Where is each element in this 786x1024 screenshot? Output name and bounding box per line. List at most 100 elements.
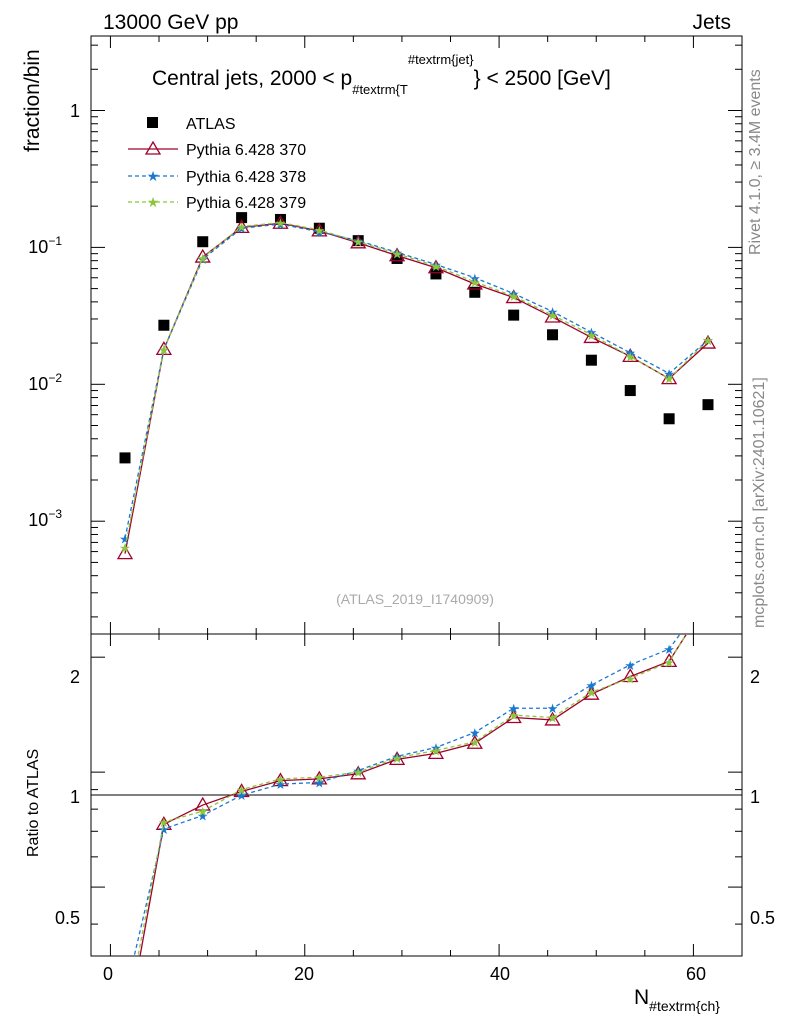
ratio-line-pythia-6-428-370 (139, 634, 688, 956)
data-point-atlas (197, 236, 209, 248)
data-point-pythia-6-428-378: ★ (197, 252, 209, 267)
data-point-atlas (352, 235, 364, 247)
ratio-tick-label-2-left: 2 (70, 667, 80, 687)
ratio-point-pythia-6-428-370 (660, 653, 678, 668)
ratio-point-pythia-6-428-370 (622, 668, 639, 683)
data-point-pythia-6-428-378: ★ (275, 217, 287, 232)
data-point-pythia-6-428-370 (116, 545, 134, 560)
data-point-pythia-6-428-370 (699, 334, 717, 349)
ratio-point-pythia-6-428-378: ★ (663, 642, 675, 657)
data-point-pythia-6-428-378: ★ (586, 325, 598, 340)
data-point-atlas (236, 212, 248, 224)
legend-marker-370 (144, 140, 162, 155)
data-point-pythia-6-428-379: ★ (663, 372, 675, 387)
data-point-atlas (158, 319, 170, 331)
data-point-atlas (508, 309, 520, 321)
data-point-atlas (391, 252, 403, 264)
chart-title: Central jets, 2000 < p#textrm{T#textrm{j… (152, 52, 611, 97)
x-tick-label-60: 60 (686, 964, 706, 984)
y-tick-label-1e-1: 10−1 (28, 234, 62, 257)
ratio-tick-label-05-right: 0.5 (750, 908, 775, 928)
data-point-atlas (313, 222, 325, 234)
ratio-point-pythia-6-428-370 (505, 709, 522, 724)
data-point-pythia-6-428-370 (583, 329, 600, 344)
ratio-point-pythia-6-428-379: ★ (275, 772, 287, 787)
mcplots-label: mcplots.cern.ch [arXiv:2401.10621] (751, 377, 768, 628)
ratio-point-pythia-6-428-379: ★ (197, 804, 209, 819)
ratio-point-pythia-6-428-370 (272, 772, 289, 787)
data-point-pythia-6-428-379: ★ (197, 251, 209, 266)
y-axis-label: fraction/bin (21, 49, 44, 152)
ratio-point-pythia-6-428-379: ★ (702, 591, 714, 606)
ratio-point-pythia-6-428-378: ★ (236, 788, 248, 803)
y-tick-labels: 1 10−1 10−2 10−3 (28, 101, 80, 530)
ratio-point-pythia-6-428-378: ★ (275, 777, 287, 792)
ratio-tick-labels: 2 1 0.5 2 1 0.5 (55, 667, 775, 928)
ratio-axis-label: Ratio to ATLAS (25, 749, 42, 857)
data-point-pythia-6-428-379: ★ (430, 259, 442, 274)
data-point-pythia-6-428-379: ★ (469, 275, 481, 290)
ratio-point-pythia-6-428-379: ★ (547, 711, 559, 726)
data-point-pythia-6-428-379: ★ (119, 541, 131, 556)
data-point-atlas (547, 329, 559, 341)
data-point-pythia-6-428-370 (544, 308, 561, 323)
ratio-point-pythia-6-428-378: ★ (119, 989, 131, 1004)
data-point-pythia-6-428-378: ★ (391, 245, 403, 260)
data-point-pythia-6-428-379: ★ (158, 342, 170, 357)
ratio-point-pythia-6-428-378: ★ (391, 749, 403, 764)
ratio-point-pythia-6-428-370 (350, 765, 367, 780)
ratio-point-pythia-6-428-379: ★ (430, 743, 442, 758)
ratio-point-pythia-6-428-378: ★ (508, 701, 520, 716)
data-point-pythia-6-428-379: ★ (547, 308, 559, 323)
x-axis-label: N#textrm{ch} (634, 986, 720, 1014)
x-tick-label-20: 20 (294, 964, 314, 984)
ratio-point-pythia-6-428-379: ★ (624, 671, 636, 686)
data-point-pythia-6-428-378: ★ (702, 333, 714, 348)
data-point-pythia-6-428-379: ★ (236, 220, 248, 235)
ratio-point-pythia-6-428-379: ★ (352, 765, 364, 780)
ratio-point-pythia-6-428-378: ★ (352, 763, 364, 778)
data-point-pythia-6-428-370 (388, 247, 406, 262)
ratio-point-pythia-6-428-370 (544, 711, 561, 726)
data-point-atlas (585, 354, 597, 366)
ratio-point-pythia-6-428-378: ★ (624, 658, 636, 673)
data-point-pythia-6-428-370 (233, 219, 250, 234)
data-point-pythia-6-428-378: ★ (547, 305, 559, 320)
ratio-tick-label-1-left: 1 (70, 787, 80, 807)
legend-label-378: Pythia 6.428 378 (186, 169, 306, 186)
data-point-pythia-6-428-379: ★ (508, 289, 520, 304)
jets-label: Jets (692, 11, 731, 34)
ratio-point-pythia-6-428-379: ★ (508, 708, 520, 723)
data-point-pythia-6-428-370 (155, 341, 173, 355)
energy-label: 13000 GeV pp (103, 11, 238, 34)
data-point-pythia-6-428-370 (311, 222, 328, 237)
legend-label-370: Pythia 6.428 370 (186, 142, 306, 159)
legend-label-atlas: ATLAS (186, 116, 236, 133)
ratio-point-pythia-6-428-379: ★ (236, 783, 248, 798)
data-point-pythia-6-428-378: ★ (119, 531, 131, 546)
series-line-pythia-6-428-379 (124, 221, 709, 548)
legend-marker-379: ★ (147, 194, 160, 210)
data-point-atlas (430, 268, 442, 280)
ratio-point-pythia-6-428-378: ★ (547, 701, 559, 716)
ratio-point-pythia-6-428-370 (583, 685, 600, 700)
x-tick-label-40: 40 (490, 964, 510, 984)
legend: ATLAS Pythia 6.428 370 ★ Pythia 6.428 37… (128, 116, 306, 212)
y-tick-label-1e-2: 10−2 (28, 371, 62, 394)
data-point-pythia-6-428-379: ★ (624, 349, 636, 364)
data-point-pythia-6-428-379: ★ (391, 247, 403, 262)
data-point-pythia-6-428-378: ★ (469, 271, 481, 286)
series-line-pythia-6-428-378 (124, 223, 709, 539)
ratio-point-pythia-6-428-370 (233, 783, 250, 798)
ratio-point-pythia-6-428-378: ★ (430, 741, 442, 756)
main-series-layer: ★★★★ ★★★★★★★★★★★★★★★★ ★ ★★★★★★★★★★★ (116, 212, 717, 560)
data-point-atlas (469, 286, 481, 298)
ratio-tick-label-05-left: 0.5 (55, 908, 80, 928)
data-point-pythia-6-428-370 (622, 348, 639, 363)
y-tick-label-1e-3: 10−3 (28, 507, 62, 530)
x-tick-label-0: 0 (103, 964, 113, 984)
data-point-atlas (119, 452, 131, 464)
data-point-pythia-6-428-370 (427, 259, 445, 274)
data-point-pythia-6-428-378: ★ (508, 287, 520, 302)
